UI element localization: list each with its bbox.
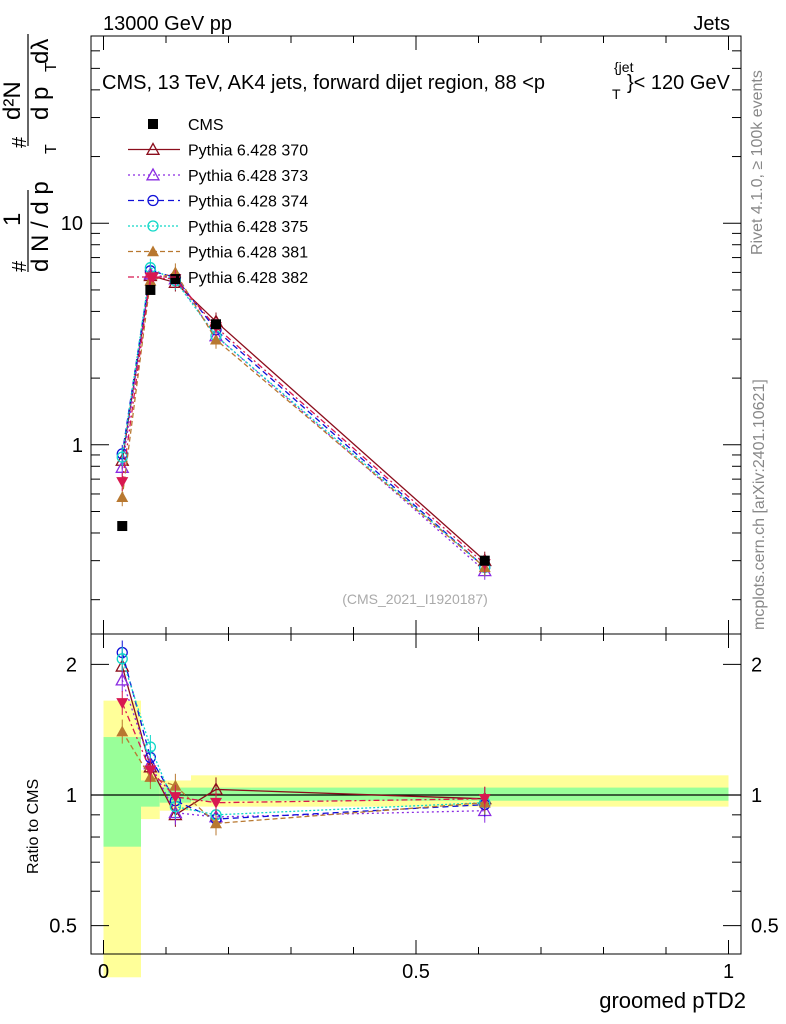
legend-marker-0 <box>148 119 158 129</box>
main-y-axis-label: # 1 d N / d p T # d²N d p T dλ <box>0 34 60 272</box>
mcplots-label: mcplots.cern.ch [arXiv:2401.10621] <box>751 379 768 630</box>
ylabel-fraction-denominator-sub: T <box>43 144 60 154</box>
ratio-series-point <box>144 765 157 777</box>
ylabel-hash-2: # <box>9 136 31 148</box>
ratio-y-axis-label: Ratio to CMS <box>25 779 42 874</box>
ratio-y-tick-label-right-2: 2 <box>751 654 762 676</box>
legend-marker-3 <box>147 194 159 207</box>
main-y-tick-label-0: 1 <box>72 435 83 457</box>
ylabel-denominator: d p <box>27 87 54 120</box>
main-series-point <box>116 491 129 503</box>
ratio-series-point <box>210 817 222 829</box>
main-series-point <box>115 460 130 473</box>
ratio-series-point <box>115 672 130 686</box>
chart-title: CMS, 13 TeV, AK4 jets, forward dijet reg… <box>102 59 731 102</box>
x-tick-label-1: 0.5 <box>402 961 430 983</box>
rivet-version-label: Rivet 4.1.0, ≥ 100k events <box>749 70 766 255</box>
ratio-panel-frame <box>90 633 742 955</box>
ratio-series-line-4 <box>121 731 485 825</box>
ylabel-denominator-sub: T <box>43 62 60 72</box>
ratio-y-tick-label-0: 0.5 <box>49 916 77 938</box>
ratio-series-line-2 <box>121 652 485 820</box>
legend-label-6: Pythia 6.428 382 <box>188 270 308 287</box>
ratio-series-group <box>115 640 492 836</box>
ylabel-numerator: d²N <box>0 81 26 120</box>
ratio-series-point <box>210 797 222 809</box>
legend-marker-4 <box>147 220 159 232</box>
x-axis-label: groomed pTD2 <box>599 988 746 1013</box>
chart-title-superscript: {jet <box>614 59 634 75</box>
ylabel-fraction-denominator: d N / d p <box>27 181 54 272</box>
main-axes: 1 10 <box>61 35 741 634</box>
ratio-y-tick-label-right-0: 0.5 <box>751 916 779 938</box>
ratio-series-point <box>116 698 129 709</box>
legend-label-1: Pythia 6.428 370 <box>188 143 308 160</box>
cms-data-point <box>479 555 490 566</box>
ratio-panel: 0 0.5 1 0.5 0.5 1 1 2 2 <box>49 633 779 983</box>
cms-data-point <box>145 284 156 295</box>
legend-label-4: Pythia 6.428 375 <box>188 219 308 236</box>
cms-data-point <box>117 521 128 532</box>
cms-data-point <box>211 319 221 330</box>
ratio-band-green-1 <box>141 780 160 807</box>
main-panel: (CMS_2021_I1920187) 1 10 <box>61 35 742 635</box>
main-series-point <box>116 477 129 488</box>
ratio-series-point <box>478 793 491 805</box>
legend-marker-1 <box>145 142 161 155</box>
ratio-bands <box>91 700 741 978</box>
ratio-y-tick-label-2: 2 <box>66 654 77 676</box>
main-series-line-0 <box>121 274 486 562</box>
ratio-axes: 0 0.5 1 0.5 0.5 1 1 2 2 <box>49 634 779 983</box>
ratio-series-point <box>116 653 128 665</box>
header-energy-label: 13000 GeV pp <box>103 13 232 35</box>
x-tick-label-2: 1 <box>723 961 734 983</box>
ratio-series-point <box>144 741 157 753</box>
ratio-series-point <box>169 792 182 803</box>
ratio-series-line-5 <box>121 702 485 804</box>
cms-data-point <box>170 274 181 285</box>
chart-title-subscript: T <box>612 86 621 102</box>
main-series-group <box>115 258 492 580</box>
chart-watermark: (CMS_2021_I1920187) <box>342 591 488 607</box>
main-series-point <box>210 333 222 345</box>
ylabel-fraction-numerator: 1 <box>0 213 26 226</box>
legend-marker-2 <box>145 167 161 181</box>
ratio-band-green-3 <box>191 787 729 801</box>
legend-label-3: Pythia 6.428 374 <box>188 194 308 211</box>
legend-marker-5 <box>147 245 159 257</box>
legend: CMS Pythia 6.428 370 Pythia 6.428 373 Pythi… <box>128 117 308 287</box>
legend-label-5: Pythia 6.428 381 <box>188 245 308 262</box>
main-y-tick-label-1: 10 <box>61 213 83 235</box>
chart-title-post: }< 120 GeV <box>627 72 731 94</box>
header-jets-label: Jets <box>693 13 730 35</box>
legend-label-0: CMS <box>188 117 224 134</box>
ylabel-hash-1: # <box>9 260 31 272</box>
legend-marker-6 <box>147 272 159 283</box>
main-series-line-3 <box>121 266 486 568</box>
main-series-line-1 <box>121 273 486 572</box>
ylabel-denominator-tail: dλ <box>27 39 54 64</box>
x-tick-label-0: 0 <box>98 961 109 983</box>
chart-title-pre: CMS, 13 TeV, AK4 jets, forward dijet reg… <box>102 72 545 94</box>
ratio-band-green-0 <box>103 737 141 847</box>
ratio-y-tick-label-1: 1 <box>66 785 77 807</box>
legend-label-2: Pythia 6.428 373 <box>188 168 308 185</box>
ratio-series-point <box>116 725 129 737</box>
chart-title-main: CMS, 13 TeV, AK4 jets, forward dijet reg… <box>102 72 545 94</box>
ratio-y-tick-label-right-1: 1 <box>751 785 762 807</box>
